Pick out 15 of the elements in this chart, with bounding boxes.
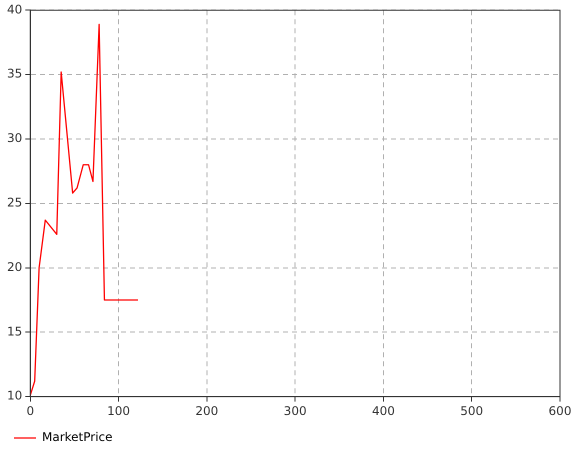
x-tick-label: 400 bbox=[372, 404, 395, 418]
x-tick-label: 300 bbox=[284, 404, 307, 418]
y-tick-label: 40 bbox=[6, 2, 22, 16]
legend-label: MarketPrice bbox=[42, 430, 113, 444]
y-tick-label: 25 bbox=[6, 196, 22, 210]
y-tick-label: 10 bbox=[6, 388, 22, 403]
x-tick-label: 0 bbox=[26, 404, 34, 418]
y-tick-label: 20 bbox=[6, 260, 22, 274]
x-tick-label: 200 bbox=[195, 404, 218, 418]
y-tick-label: 15 bbox=[6, 324, 22, 338]
x-tick-label: 600 bbox=[548, 404, 572, 418]
y-tick-label: 35 bbox=[6, 66, 22, 81]
x-tick-label: 100 bbox=[107, 404, 130, 418]
x-tick-label: 500 bbox=[460, 404, 484, 418]
y-tick-label: 30 bbox=[6, 131, 22, 146]
